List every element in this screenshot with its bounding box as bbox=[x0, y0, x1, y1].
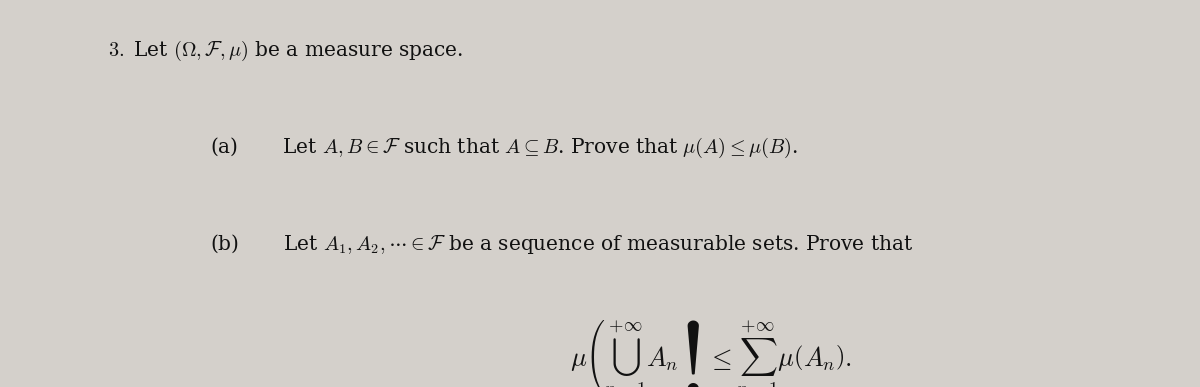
Text: (a)       Let $A, B \in \mathcal{F}$ such that $A \subseteq B$. Prove that $\mu(: (a) Let $A, B \in \mathcal{F}$ such that… bbox=[210, 135, 798, 159]
Text: (b)       Let $A_1, A_2, \cdots \in \mathcal{F}$ be a sequence of measurable set: (b) Let $A_1, A_2, \cdots \in \mathcal{F… bbox=[210, 232, 913, 256]
Text: $\mu\left(\bigcup_{n=1}^{+\infty} A_n\right) \leq \sum_{n=1}^{+\infty} \mu\left(: $\mu\left(\bigcup_{n=1}^{+\infty} A_n\ri… bbox=[570, 319, 852, 387]
Text: $\mathbf{3.}$ Let $(\Omega, \mathcal{F}, \mu)$ be a measure space.: $\mathbf{3.}$ Let $(\Omega, \mathcal{F},… bbox=[108, 39, 463, 63]
